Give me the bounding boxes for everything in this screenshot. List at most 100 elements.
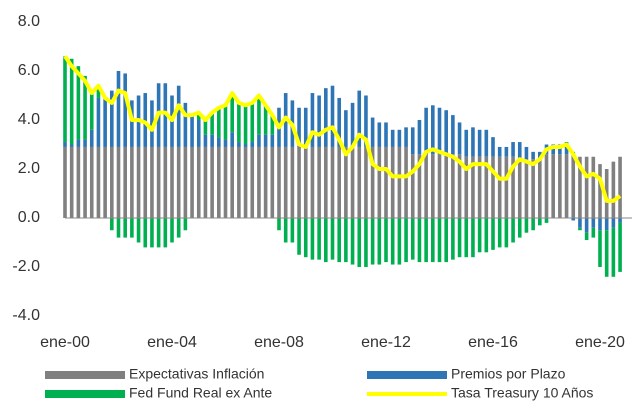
- bar-segment: [497, 156, 502, 218]
- bar-segment: [277, 146, 281, 218]
- bar-segment: [237, 146, 241, 218]
- bar-segment: [511, 218, 515, 243]
- y-tick-label: 4.0: [18, 111, 40, 128]
- bar-segment: [357, 218, 362, 267]
- bar-segment: [110, 146, 114, 218]
- bar-segment: [63, 146, 67, 218]
- bar-segment: [270, 134, 275, 147]
- x-tick-label: ene-00: [40, 334, 90, 351]
- bar-segment: [103, 146, 107, 218]
- bar-segment: [143, 218, 148, 248]
- bar-segment: [417, 154, 422, 218]
- bar-segment: [103, 97, 107, 147]
- bar-segment: [524, 146, 529, 160]
- bar-segment: [83, 146, 87, 218]
- bar-segment: [357, 146, 362, 218]
- bar-segment: [196, 120, 201, 147]
- bar-segment: [618, 222, 622, 272]
- bar-segment: [564, 146, 569, 155]
- bar-segment: [150, 146, 154, 218]
- bar-segment: [538, 159, 542, 218]
- x-tick-label: ene-20: [575, 334, 625, 351]
- bar-segment: [237, 102, 241, 143]
- bar-segment: [618, 218, 622, 223]
- bar-segment: [384, 218, 388, 263]
- bar-segment: [89, 146, 94, 218]
- legend-swatch: [45, 390, 125, 398]
- bar-segment: [410, 154, 415, 218]
- y-tick-label: 0.0: [18, 209, 40, 226]
- bar-segment: [571, 218, 576, 221]
- bar-segment: [330, 85, 335, 147]
- bar-segment: [578, 218, 582, 228]
- bar-segment: [364, 95, 368, 147]
- bar-segment: [350, 146, 355, 218]
- bar-segment: [591, 218, 596, 228]
- bar-segment: [270, 146, 275, 218]
- bar-segment: [464, 156, 469, 218]
- legend-swatch: [367, 371, 447, 379]
- bar-segment: [604, 169, 609, 218]
- bar-segment: [330, 218, 335, 260]
- bar-segment: [317, 95, 321, 147]
- bar-segment: [130, 146, 134, 218]
- bar-segment: [277, 218, 281, 231]
- bar-segment: [384, 122, 388, 147]
- bar-segment: [511, 142, 515, 157]
- bar-segment: [431, 154, 435, 218]
- bar-segment: [390, 146, 395, 218]
- bar-segment: [404, 218, 408, 263]
- bar-segment: [344, 110, 348, 147]
- bar-segment: [150, 100, 154, 147]
- bar-segment: [303, 107, 308, 147]
- bar-segment: [344, 218, 348, 263]
- bar-segment: [538, 151, 542, 160]
- bar-segment: [477, 218, 482, 253]
- bar-segment: [618, 156, 622, 218]
- bar-segment: [210, 146, 214, 218]
- bar-segment: [471, 156, 475, 218]
- bar-segment: [83, 139, 87, 147]
- bar-segment: [497, 146, 502, 157]
- bar-segment: [217, 146, 221, 218]
- bar-segment: [203, 146, 208, 218]
- bar-segment: [377, 218, 382, 265]
- bar-segment: [324, 146, 328, 218]
- bar-segment: [551, 144, 555, 155]
- bar-segment: [397, 146, 402, 218]
- bar-segment: [76, 146, 81, 218]
- bar-segment: [350, 102, 355, 147]
- bar-segment: [344, 146, 348, 218]
- bar-segment: [524, 218, 529, 233]
- bar-segment: [297, 107, 301, 147]
- bar-segment: [250, 142, 255, 147]
- bar-segment: [257, 95, 261, 135]
- bar-segment: [504, 218, 509, 248]
- bar-segment: [598, 230, 602, 267]
- bar-segment: [377, 146, 382, 218]
- bar-segment: [130, 100, 134, 147]
- bar-segment: [457, 122, 462, 155]
- bar-segment: [96, 146, 101, 218]
- bar-segment: [110, 218, 114, 231]
- bar-segment: [76, 139, 81, 147]
- bar-segment: [150, 218, 154, 248]
- bar-segment: [163, 218, 168, 248]
- legend-swatch: [45, 371, 125, 379]
- bar-segment: [263, 105, 268, 135]
- bar-segment: [317, 146, 321, 218]
- bar-segment: [324, 88, 328, 147]
- x-tick-label: ene-16: [468, 334, 518, 351]
- bar-segment: [578, 227, 582, 231]
- bar-segment: [491, 218, 495, 250]
- bar-segment: [156, 218, 161, 248]
- bar-segment: [250, 146, 255, 218]
- bar-segment: [410, 127, 415, 155]
- bar-segment: [504, 146, 509, 157]
- bar-segment: [484, 129, 489, 157]
- bar-segment: [504, 156, 509, 218]
- bar-segment: [517, 159, 522, 218]
- bar-segment: [263, 134, 268, 147]
- bar-segment: [183, 102, 188, 147]
- bar-segment: [223, 105, 228, 140]
